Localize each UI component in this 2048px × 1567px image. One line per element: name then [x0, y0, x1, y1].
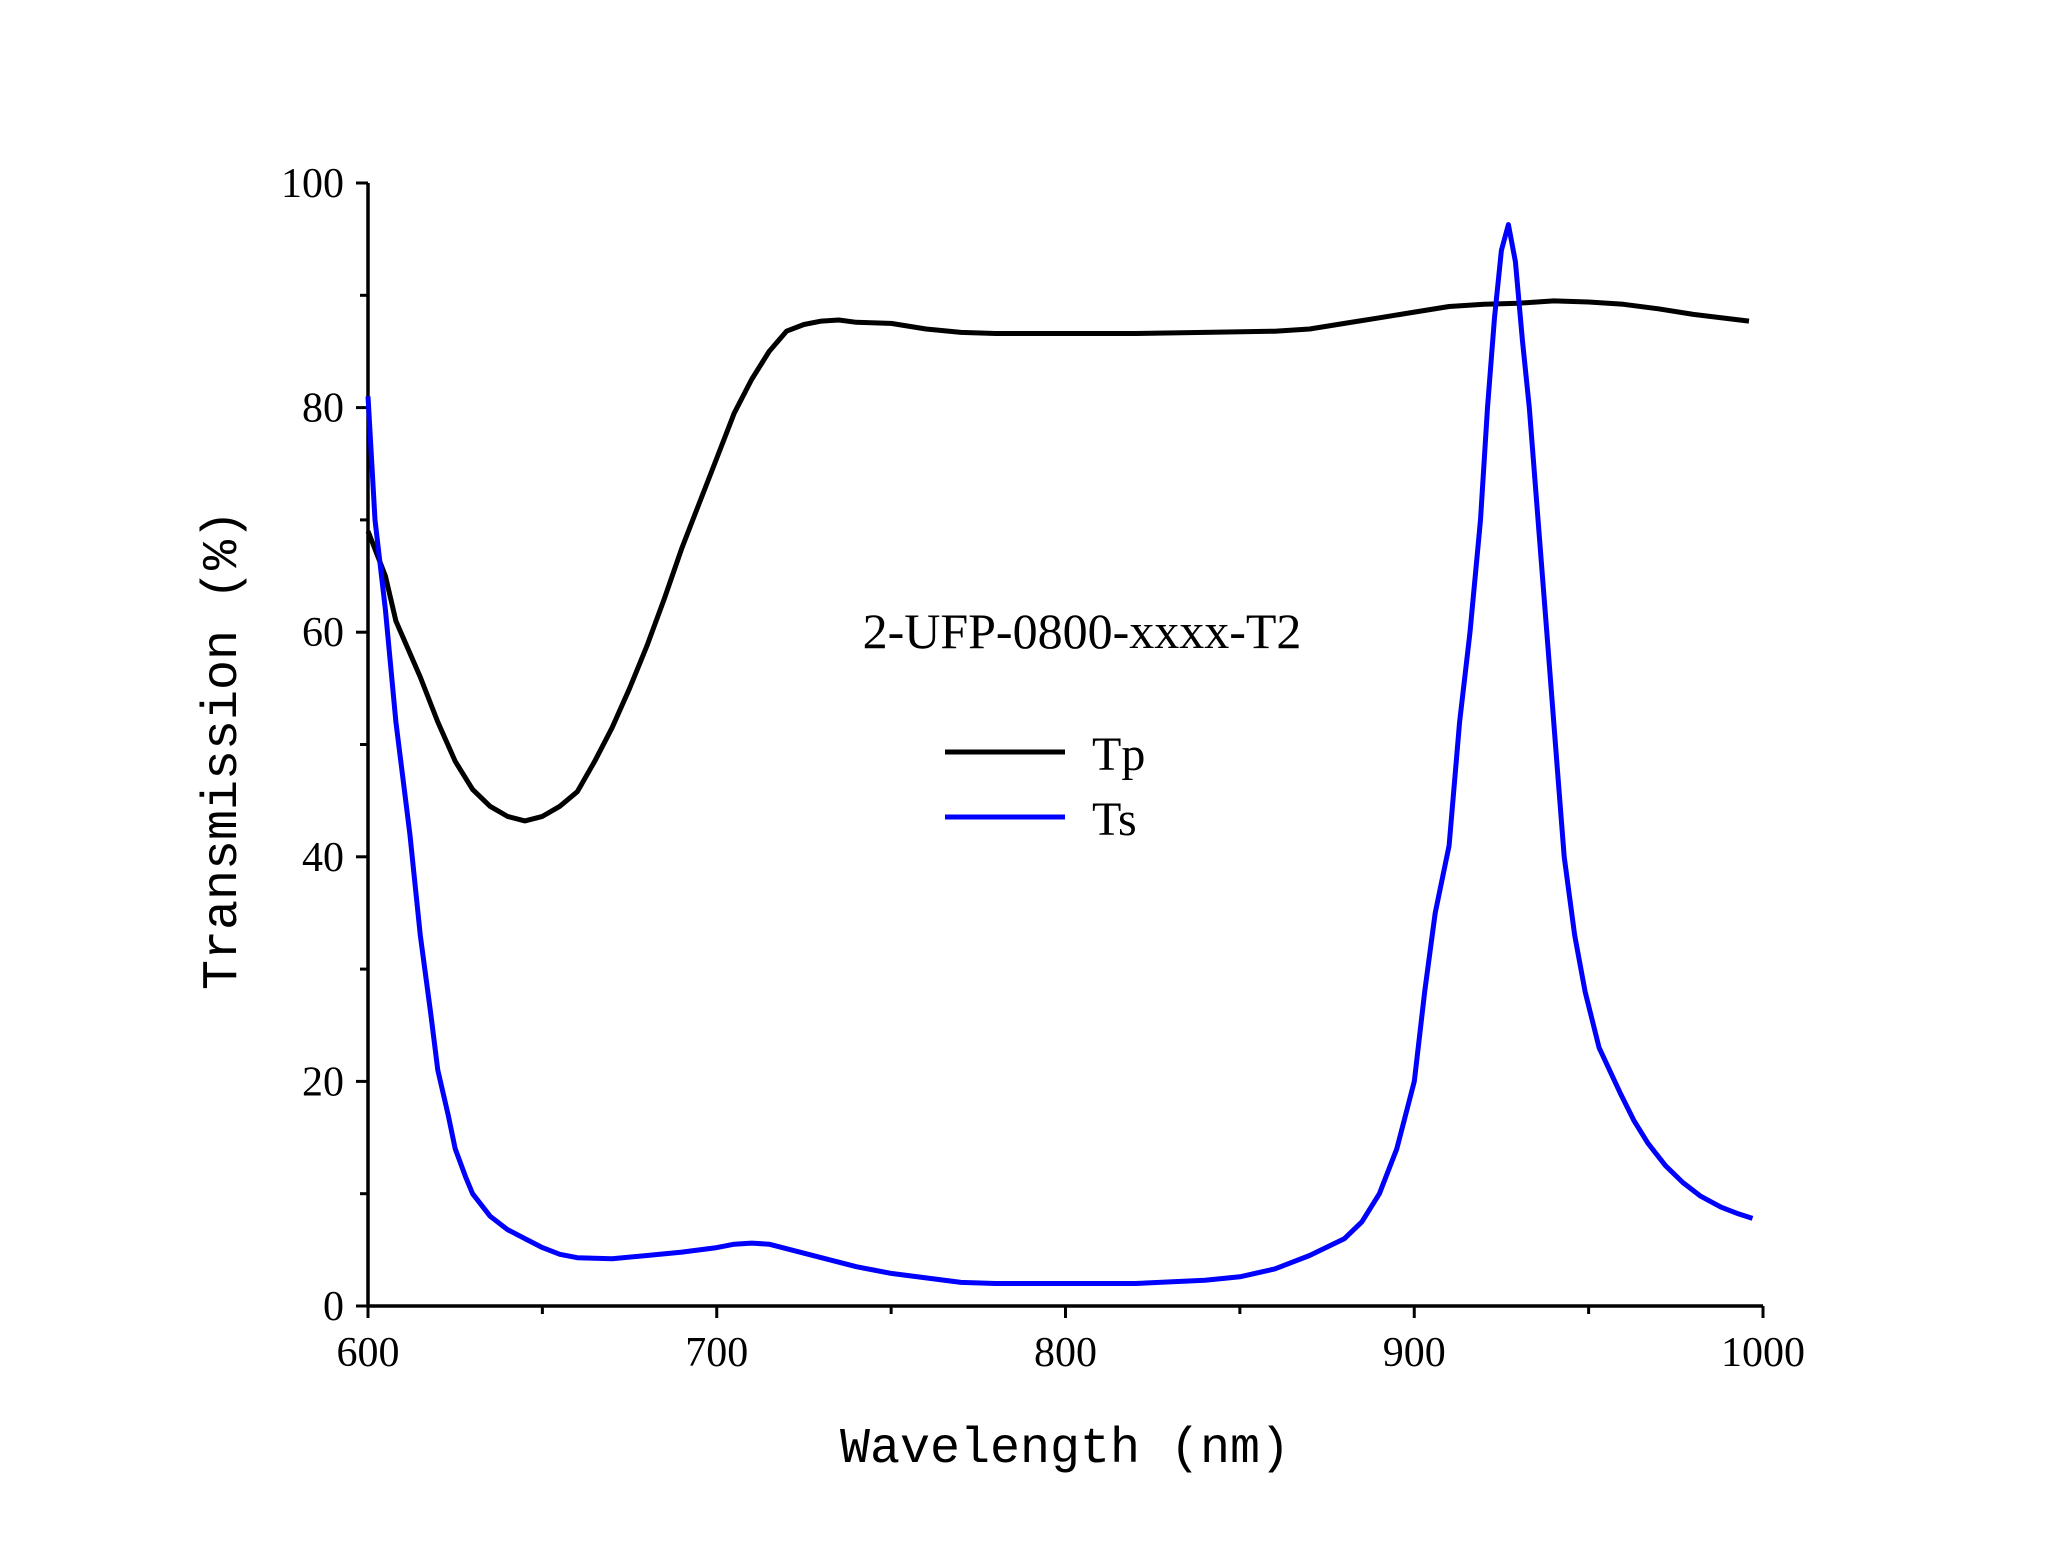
y-axis-label: Transmission (%) [195, 510, 252, 990]
y-tick-label: 0 [323, 1284, 344, 1330]
series-line-ts [365, 222, 1754, 1286]
x-tick-label: 600 [337, 1330, 400, 1376]
x-tick-label: 700 [685, 1330, 748, 1376]
x-tick-label: 900 [1383, 1330, 1446, 1376]
x-axis-label: Wavelength (nm) [840, 1421, 1290, 1478]
legend-label-ts: Ts [1092, 793, 1137, 846]
y-tick-label: 40 [302, 835, 344, 881]
chart-annotation: 2-UFP-0800-xxxx-T2 [863, 603, 1302, 659]
x-tick-label: 800 [1034, 1330, 1097, 1376]
legend: Tp Ts [945, 728, 1145, 846]
y-tick-label: 100 [281, 161, 344, 207]
x-tick-label: 1000 [1721, 1330, 1805, 1376]
legend-label-tp: Tp [1092, 728, 1145, 781]
y-tick-label: 20 [302, 1059, 344, 1105]
plot-area: 600 700 800 900 1000 0 20 40 60 80 100 [281, 161, 1805, 1376]
y-tick-label: 60 [302, 610, 344, 656]
y-tick-label: 80 [302, 386, 344, 432]
series-line-tp [365, 298, 1750, 824]
